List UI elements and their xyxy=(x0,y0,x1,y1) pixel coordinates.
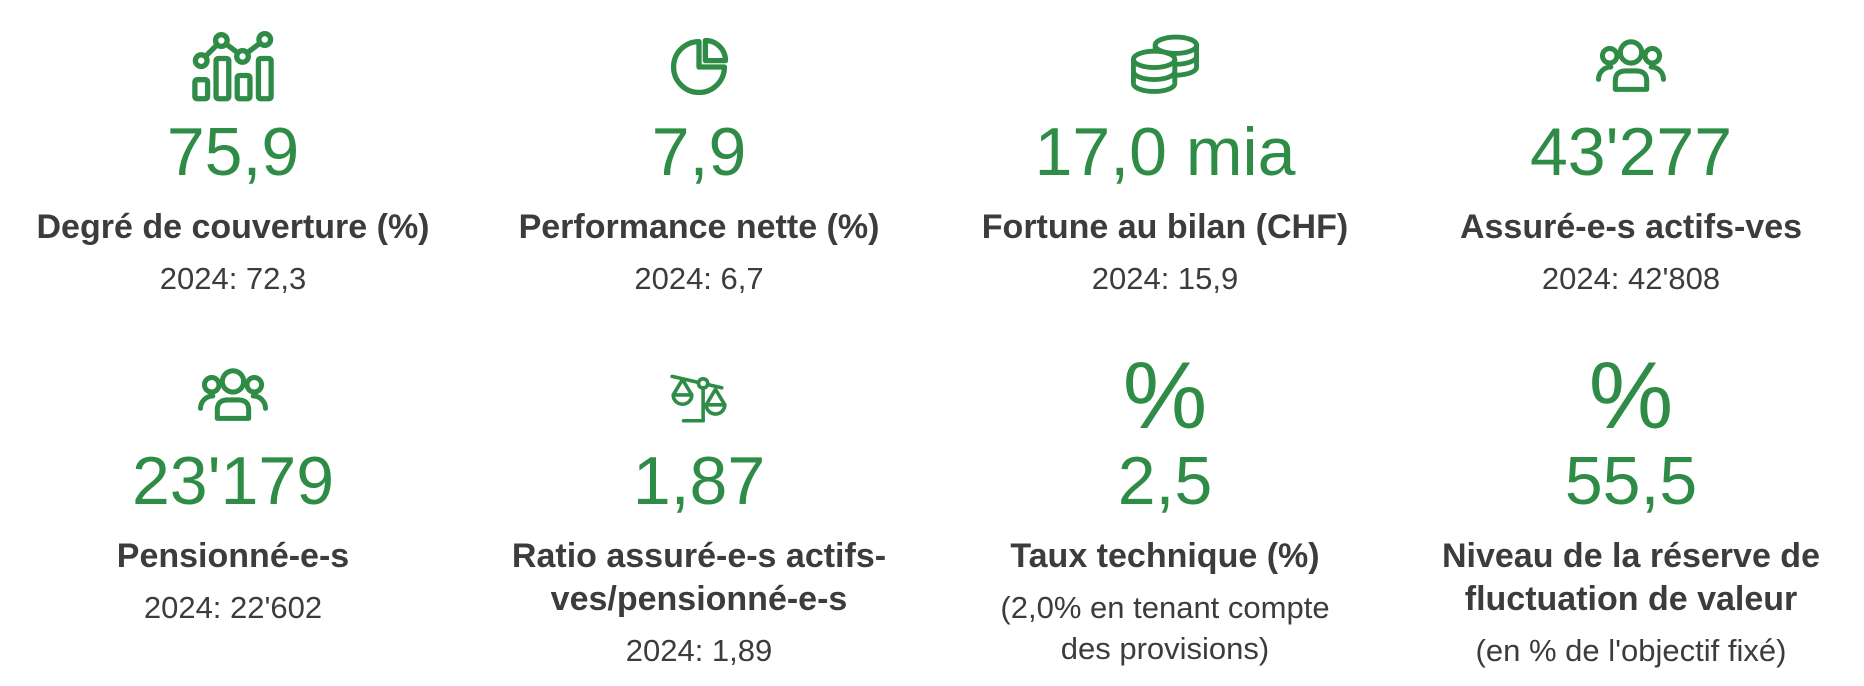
kpi-label: Taux technique (%) xyxy=(1010,537,1320,576)
kpi-value: 43'277 xyxy=(1529,114,1733,190)
pie-chart-icon xyxy=(663,24,735,110)
kpi-label: Ratio assuré-e-s actifs-ves/pensionné-e-… xyxy=(511,537,887,619)
kpi-label: Performance nette (%) xyxy=(518,208,880,247)
people-group-icon xyxy=(1595,24,1667,110)
kpi-card-ratio: 1,87 Ratio assuré-e-s actifs-ves/pension… xyxy=(466,353,932,671)
kpi-card-assures-actifs: 43'277 Assuré-e-s actifs-ves 2024: 42'80… xyxy=(1398,24,1864,299)
kpi-value: 7,9 xyxy=(651,114,747,190)
kpi-value: 17,0 mia xyxy=(1034,114,1296,190)
kpi-label: Degré de couverture (%) xyxy=(36,208,430,247)
kpi-label: Assuré-e-s actifs-ves xyxy=(1459,208,1803,247)
kpi-value: 55,5 xyxy=(1564,443,1698,520)
percent-icon: % xyxy=(1588,343,1674,450)
percent-glyph: % xyxy=(1588,343,1674,450)
kpi-note: 2024: 72,3 xyxy=(159,260,307,296)
kpi-note: 2024: 22'602 xyxy=(143,590,323,626)
kpi-card-degre-couverture: 75,9 Degré de couverture (%) 2024: 72,3 xyxy=(0,24,466,299)
coins-icon xyxy=(1128,24,1202,110)
kpi-card-reserve-fluctuation: % 55,5 Niveau de la réserve de fluctuati… xyxy=(1398,343,1864,671)
scales-icon xyxy=(666,353,732,439)
kpi-card-fortune-bilan: 17,0 mia Fortune au bilan (CHF) 2024: 15… xyxy=(932,24,1398,299)
kpi-value: 2,5 xyxy=(1117,443,1213,520)
kpi-note: 2024: 6,7 xyxy=(634,260,764,296)
kpi-note: (2,0% en tenant compte des provisions) xyxy=(1000,590,1330,666)
kpi-card-taux-technique: % 2,5 Taux technique (%) (2,0% en tenant… xyxy=(932,343,1398,669)
kpi-card-pensionnes: 23'179 Pensionné-e-s 2024: 22'602 xyxy=(0,353,466,628)
kpi-note: 2024: 1,89 xyxy=(625,633,773,669)
kpi-value: 23'179 xyxy=(131,443,335,520)
bar-chart-icon xyxy=(192,24,274,110)
kpi-value: 75,9 xyxy=(166,114,300,190)
kpi-value: 1,87 xyxy=(632,443,766,520)
percent-glyph: % xyxy=(1122,343,1208,450)
kpi-card-performance-nette: 7,9 Performance nette (%) 2024: 6,7 xyxy=(466,24,932,299)
people-group-icon xyxy=(197,353,269,439)
kpi-note: 2024: 15,9 xyxy=(1091,260,1239,296)
kpi-label: Niveau de la réserve de fluctuation de v… xyxy=(1441,537,1820,619)
kpi-note: (en % de l'objectif fixé) xyxy=(1475,633,1787,669)
kpi-grid: 75,9 Degré de couverture (%) 2024: 72,3 … xyxy=(0,24,1864,671)
percent-icon: % xyxy=(1122,343,1208,450)
kpi-note: 2024: 42'808 xyxy=(1541,260,1721,296)
kpi-label: Pensionné-e-s xyxy=(116,537,350,576)
kpi-label: Fortune au bilan (CHF) xyxy=(981,208,1349,247)
